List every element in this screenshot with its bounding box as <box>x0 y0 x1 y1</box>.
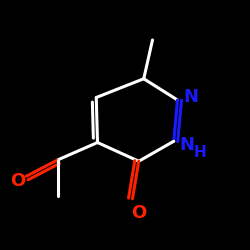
Text: H: H <box>194 145 206 160</box>
Text: N: N <box>183 88 198 106</box>
Text: N: N <box>180 136 194 154</box>
Text: O: O <box>131 204 146 222</box>
Text: O: O <box>10 172 26 190</box>
